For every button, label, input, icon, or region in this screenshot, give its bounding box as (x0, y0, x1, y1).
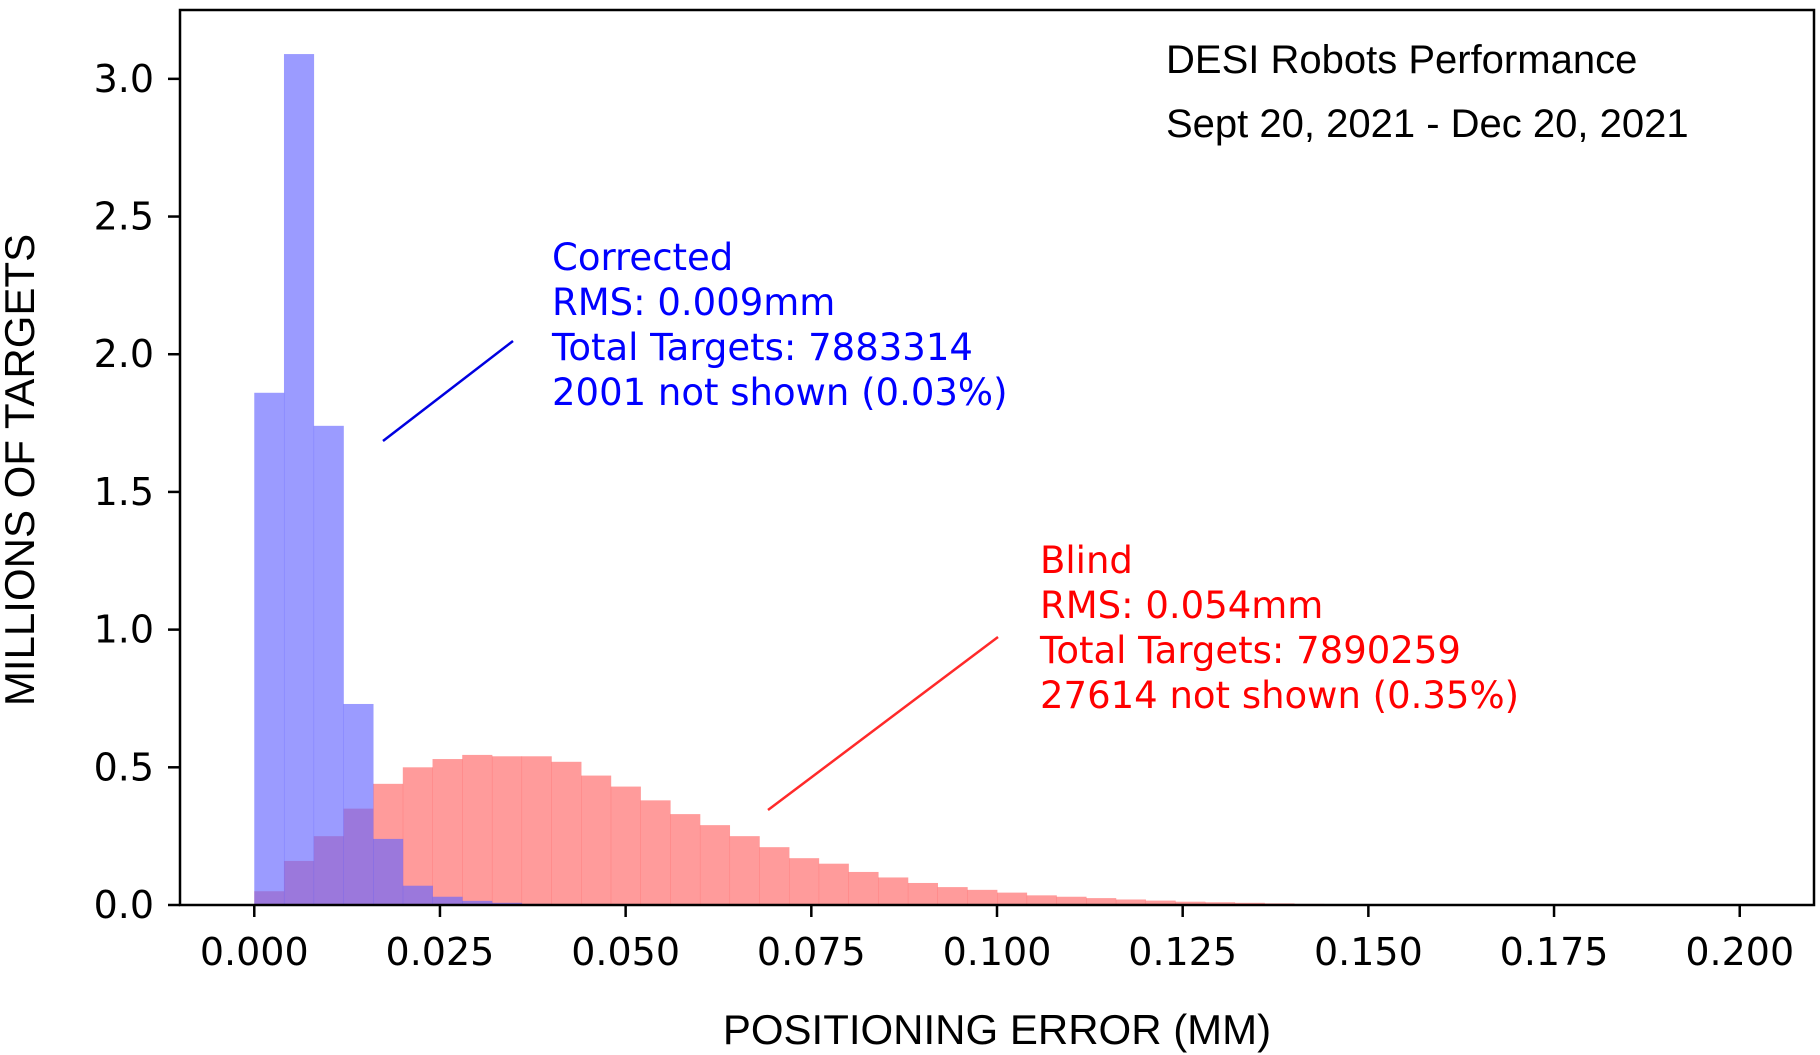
corrected-not-shown: 2001 not shown (0.03%) (552, 371, 1008, 414)
blind-bar (551, 761, 582, 905)
blind-bar (848, 871, 879, 905)
x-tick-label: 0.100 (943, 930, 1052, 974)
chart-subtitle: Sept 20, 2021 - Dec 20, 2021 (1166, 102, 1689, 146)
blind-bar (729, 836, 760, 905)
blind-bar (878, 877, 909, 905)
corrected-bar (254, 392, 285, 905)
blind-bar (1175, 901, 1206, 905)
blind-bar (581, 775, 612, 905)
y-axis: 0.0 0.5 1.0 1.5 2.0 2.5 3.0 (94, 57, 180, 927)
corrected-bar (402, 885, 433, 905)
x-tick-label: 0.000 (200, 930, 309, 974)
y-tick-label: 1.5 (94, 470, 154, 514)
chart-title: DESI Robots Performance (1166, 38, 1637, 82)
corrected-bar (283, 54, 315, 906)
blind-bar (640, 800, 671, 905)
blind-bar (818, 863, 849, 905)
x-tick-label: 0.175 (1500, 930, 1609, 974)
blind-bar (967, 889, 998, 905)
blind-bar (907, 882, 938, 905)
corrected-label: Corrected (552, 236, 733, 279)
y-axis-title: MILLIONS OF TARGETS (0, 234, 43, 706)
blind-bar (1056, 896, 1087, 905)
x-tick-label: 0.075 (757, 930, 866, 974)
y-tick-label: 0.5 (94, 745, 154, 789)
y-tick-label: 3.0 (94, 57, 154, 101)
blind-rms: RMS: 0.054mm (1040, 584, 1323, 627)
blind-label: Blind (1040, 539, 1133, 582)
blind-bar (789, 858, 820, 905)
y-tick-label: 0.0 (94, 883, 154, 927)
x-tick-label: 0.125 (1128, 930, 1237, 974)
blind-bar (1204, 902, 1236, 905)
x-axis: 0.000 0.025 0.050 0.075 0.100 0.125 0.150 0.175… (200, 905, 1794, 974)
corrected-bar (373, 838, 404, 905)
blind-bar (491, 756, 523, 905)
y-tick-label: 2.5 (94, 195, 154, 239)
corrected-bar (462, 900, 493, 905)
blind-bar (997, 892, 1028, 905)
x-tick-label: 0.050 (571, 930, 680, 974)
blind-bar (462, 754, 493, 905)
corrected-bar (313, 425, 344, 905)
blind-bar (759, 847, 790, 905)
blind-bar (1026, 895, 1057, 905)
x-tick-label: 0.150 (1314, 930, 1423, 974)
blind-annotation-leader (767, 636, 999, 811)
x-axis-title: POSITIONING ERROR (MM) (723, 1006, 1271, 1053)
blind-bar (521, 756, 552, 905)
blind-bar (670, 814, 701, 905)
blind-not-shown: 27614 not shown (0.35%) (1040, 674, 1519, 717)
blind-bar (1115, 899, 1146, 905)
corrected-bar (343, 703, 374, 905)
blind-bar (432, 759, 463, 905)
blind-series (254, 754, 1414, 905)
corrected-bar (432, 896, 463, 905)
corrected-annotation-leader (382, 340, 514, 442)
blind-bar (402, 767, 433, 905)
blind-annotation: Blind RMS: 0.054mm Total Targets: 789025… (1039, 539, 1519, 717)
y-tick-label: 2.0 (94, 332, 154, 376)
blind-bar (1145, 900, 1176, 905)
blind-total: Total Targets: 7890259 (1039, 629, 1461, 672)
y-tick-label: 1.0 (94, 608, 154, 652)
blind-bar (610, 786, 641, 905)
corrected-rms: RMS: 0.009mm (552, 281, 835, 324)
blind-bar (699, 825, 731, 905)
corrected-series (254, 54, 552, 906)
blind-bar (937, 887, 968, 905)
corrected-annotation: Corrected RMS: 0.009mm Total Targets: 78… (551, 236, 1008, 414)
x-tick-label: 0.200 (1685, 930, 1794, 974)
corrected-total: Total Targets: 7883314 (551, 326, 973, 369)
blind-bar (1086, 898, 1117, 905)
x-tick-label: 0.025 (386, 930, 495, 974)
